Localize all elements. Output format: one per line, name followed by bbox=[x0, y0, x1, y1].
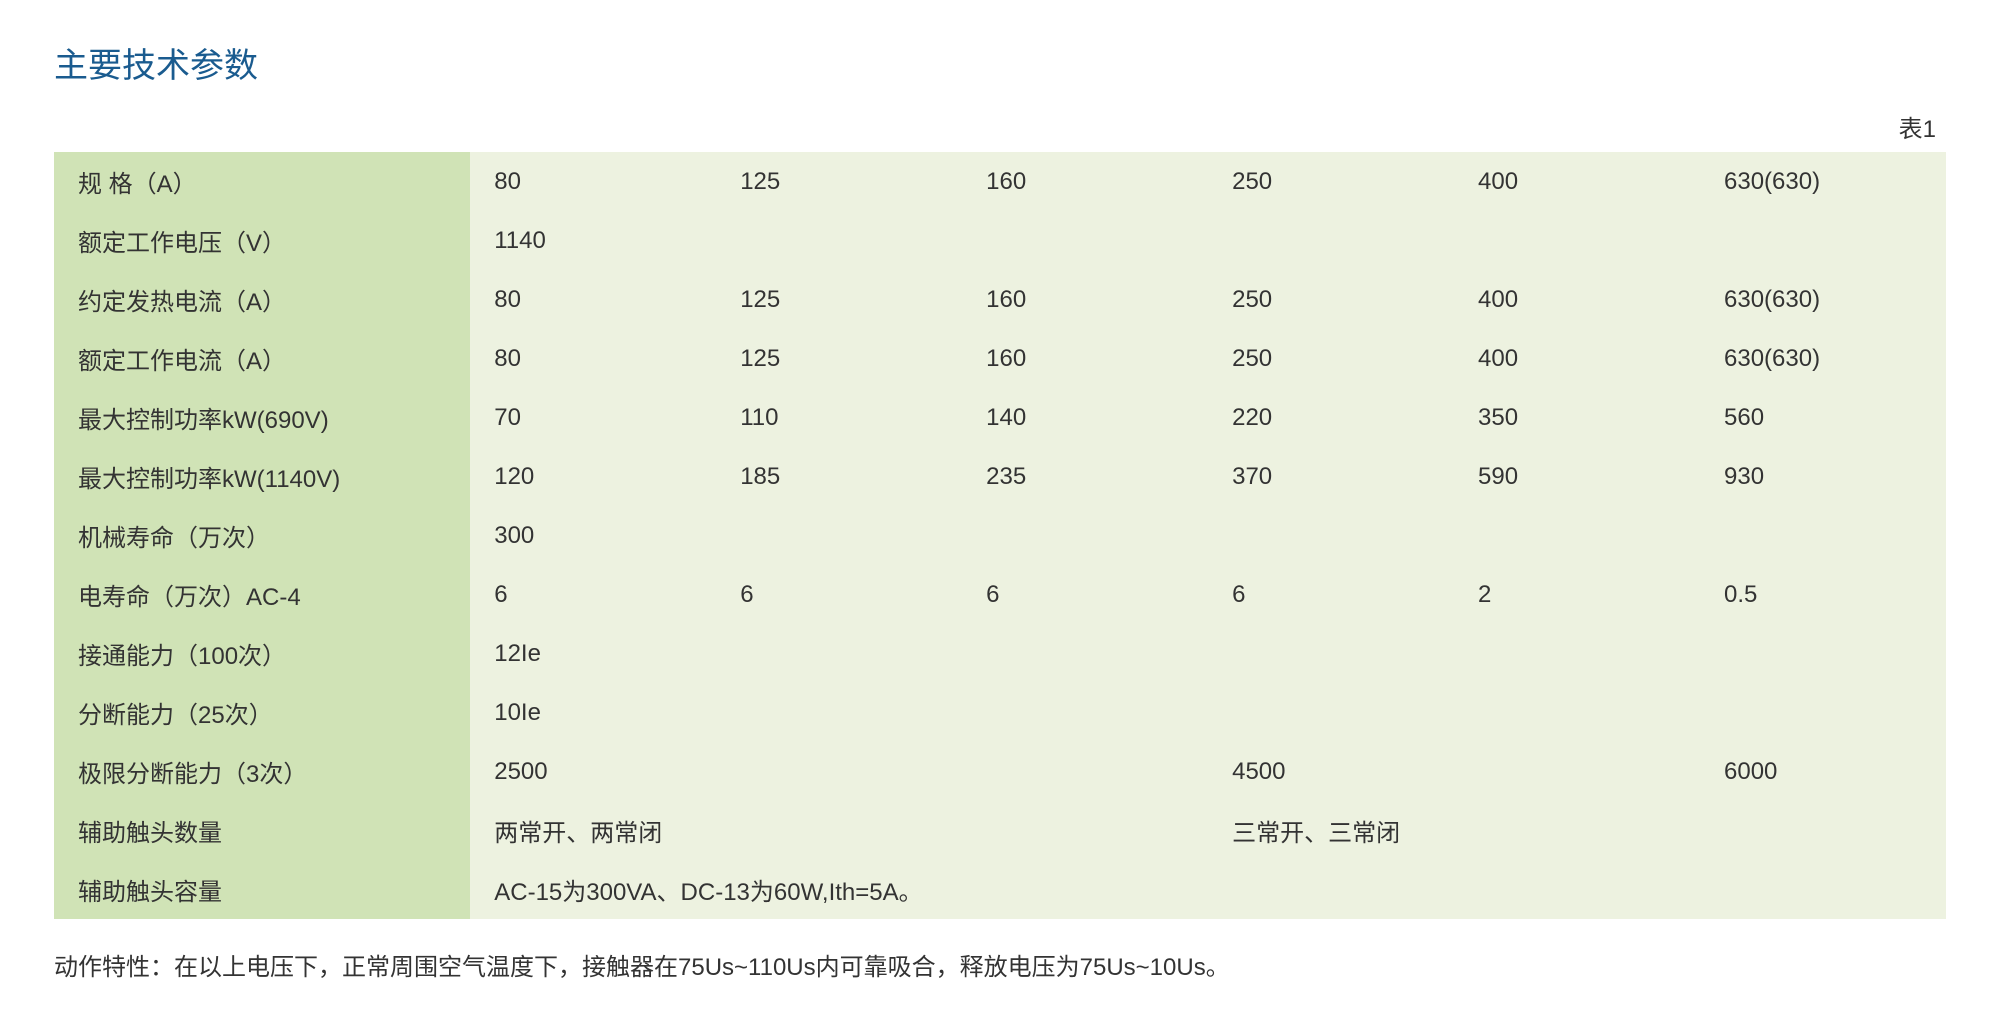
row-cell: 185 bbox=[716, 447, 962, 506]
row-cell: 560 bbox=[1700, 388, 1946, 447]
row-cell: 80 bbox=[470, 152, 716, 211]
row-cell: 250 bbox=[1208, 152, 1454, 211]
table-row: 规 格（A）80125160250400630(630) bbox=[54, 152, 1946, 211]
row-cell: 125 bbox=[716, 270, 962, 329]
table-row: 额定工作电压（V）1140 bbox=[54, 211, 1946, 270]
table-row: 极限分断能力（3次）250045006000 bbox=[54, 742, 1946, 801]
row-label: 分断能力（25次） bbox=[54, 683, 470, 742]
table-row: 辅助触头容量AC-15为300VA、DC-13为60W,Ith=5A。 bbox=[54, 860, 1946, 919]
row-cell: 220 bbox=[1208, 388, 1454, 447]
footnote-text: 动作特性：在以上电压下，正常周围空气温度下，接触器在75Us~110Us内可靠吸… bbox=[54, 949, 1946, 987]
row-cell: 125 bbox=[716, 152, 962, 211]
row-cell: 630(630) bbox=[1700, 152, 1946, 211]
row-cell: 6 bbox=[962, 565, 1208, 624]
page-title: 主要技术参数 bbox=[54, 38, 1946, 87]
row-label: 接通能力（100次） bbox=[54, 624, 470, 683]
table-row: 接通能力（100次）12Ie bbox=[54, 624, 1946, 683]
row-cell: 80 bbox=[470, 270, 716, 329]
row-cell: 1140 bbox=[470, 211, 1946, 270]
row-label: 辅助触头容量 bbox=[54, 860, 470, 919]
row-cell: 110 bbox=[716, 388, 962, 447]
row-cell: 2500 bbox=[470, 742, 1208, 801]
row-cell: 160 bbox=[962, 152, 1208, 211]
row-cell: AC-15为300VA、DC-13为60W,Ith=5A。 bbox=[470, 860, 1946, 919]
row-cell: 400 bbox=[1454, 152, 1700, 211]
table-row: 辅助触头数量两常开、两常闭三常开、三常闭 bbox=[54, 801, 1946, 860]
row-cell: 120 bbox=[470, 447, 716, 506]
row-cell: 2 bbox=[1454, 565, 1700, 624]
row-cell: 400 bbox=[1454, 329, 1700, 388]
row-cell: 250 bbox=[1208, 270, 1454, 329]
row-cell: 350 bbox=[1454, 388, 1700, 447]
spec-table: 规 格（A）80125160250400630(630)额定工作电压（V）114… bbox=[54, 152, 1946, 919]
table-row: 分断能力（25次）10Ie bbox=[54, 683, 1946, 742]
table-row: 最大控制功率kW(690V)70110140220350560 bbox=[54, 388, 1946, 447]
row-cell: 6 bbox=[1208, 565, 1454, 624]
row-cell: 140 bbox=[962, 388, 1208, 447]
row-cell: 300 bbox=[470, 506, 1946, 565]
row-cell: 250 bbox=[1208, 329, 1454, 388]
row-label: 最大控制功率kW(690V) bbox=[54, 388, 470, 447]
row-cell: 0.5 bbox=[1700, 565, 1946, 624]
row-cell: 10Ie bbox=[470, 683, 1946, 742]
row-cell: 370 bbox=[1208, 447, 1454, 506]
row-cell: 235 bbox=[962, 447, 1208, 506]
row-cell: 三常开、三常闭 bbox=[1208, 801, 1946, 860]
row-cell: 4500 bbox=[1208, 742, 1700, 801]
table-row: 约定发热电流（A）80125160250400630(630) bbox=[54, 270, 1946, 329]
row-cell: 6 bbox=[716, 565, 962, 624]
row-cell: 两常开、两常闭 bbox=[470, 801, 1208, 860]
row-label: 电寿命（万次）AC-4 bbox=[54, 565, 470, 624]
row-cell: 12Ie bbox=[470, 624, 1946, 683]
row-cell: 630(630) bbox=[1700, 270, 1946, 329]
table-row: 电寿命（万次）AC-4666620.5 bbox=[54, 565, 1946, 624]
table-number-label: 表1 bbox=[54, 109, 1946, 144]
row-label: 最大控制功率kW(1140V) bbox=[54, 447, 470, 506]
row-cell: 630(630) bbox=[1700, 329, 1946, 388]
table-row: 机械寿命（万次）300 bbox=[54, 506, 1946, 565]
row-cell: 6 bbox=[470, 565, 716, 624]
row-cell: 80 bbox=[470, 329, 716, 388]
table-row: 额定工作电流（A）80125160250400630(630) bbox=[54, 329, 1946, 388]
row-label: 辅助触头数量 bbox=[54, 801, 470, 860]
row-label: 规 格（A） bbox=[54, 152, 470, 211]
row-cell: 590 bbox=[1454, 447, 1700, 506]
row-cell: 125 bbox=[716, 329, 962, 388]
table-row: 最大控制功率kW(1140V)120185235370590930 bbox=[54, 447, 1946, 506]
row-cell: 70 bbox=[470, 388, 716, 447]
row-cell: 6000 bbox=[1700, 742, 1946, 801]
row-label: 极限分断能力（3次） bbox=[54, 742, 470, 801]
row-cell: 160 bbox=[962, 329, 1208, 388]
row-label: 机械寿命（万次） bbox=[54, 506, 470, 565]
row-cell: 160 bbox=[962, 270, 1208, 329]
row-cell: 930 bbox=[1700, 447, 1946, 506]
row-cell: 400 bbox=[1454, 270, 1700, 329]
row-label: 约定发热电流（A） bbox=[54, 270, 470, 329]
row-label: 额定工作电压（V） bbox=[54, 211, 470, 270]
row-label: 额定工作电流（A） bbox=[54, 329, 470, 388]
